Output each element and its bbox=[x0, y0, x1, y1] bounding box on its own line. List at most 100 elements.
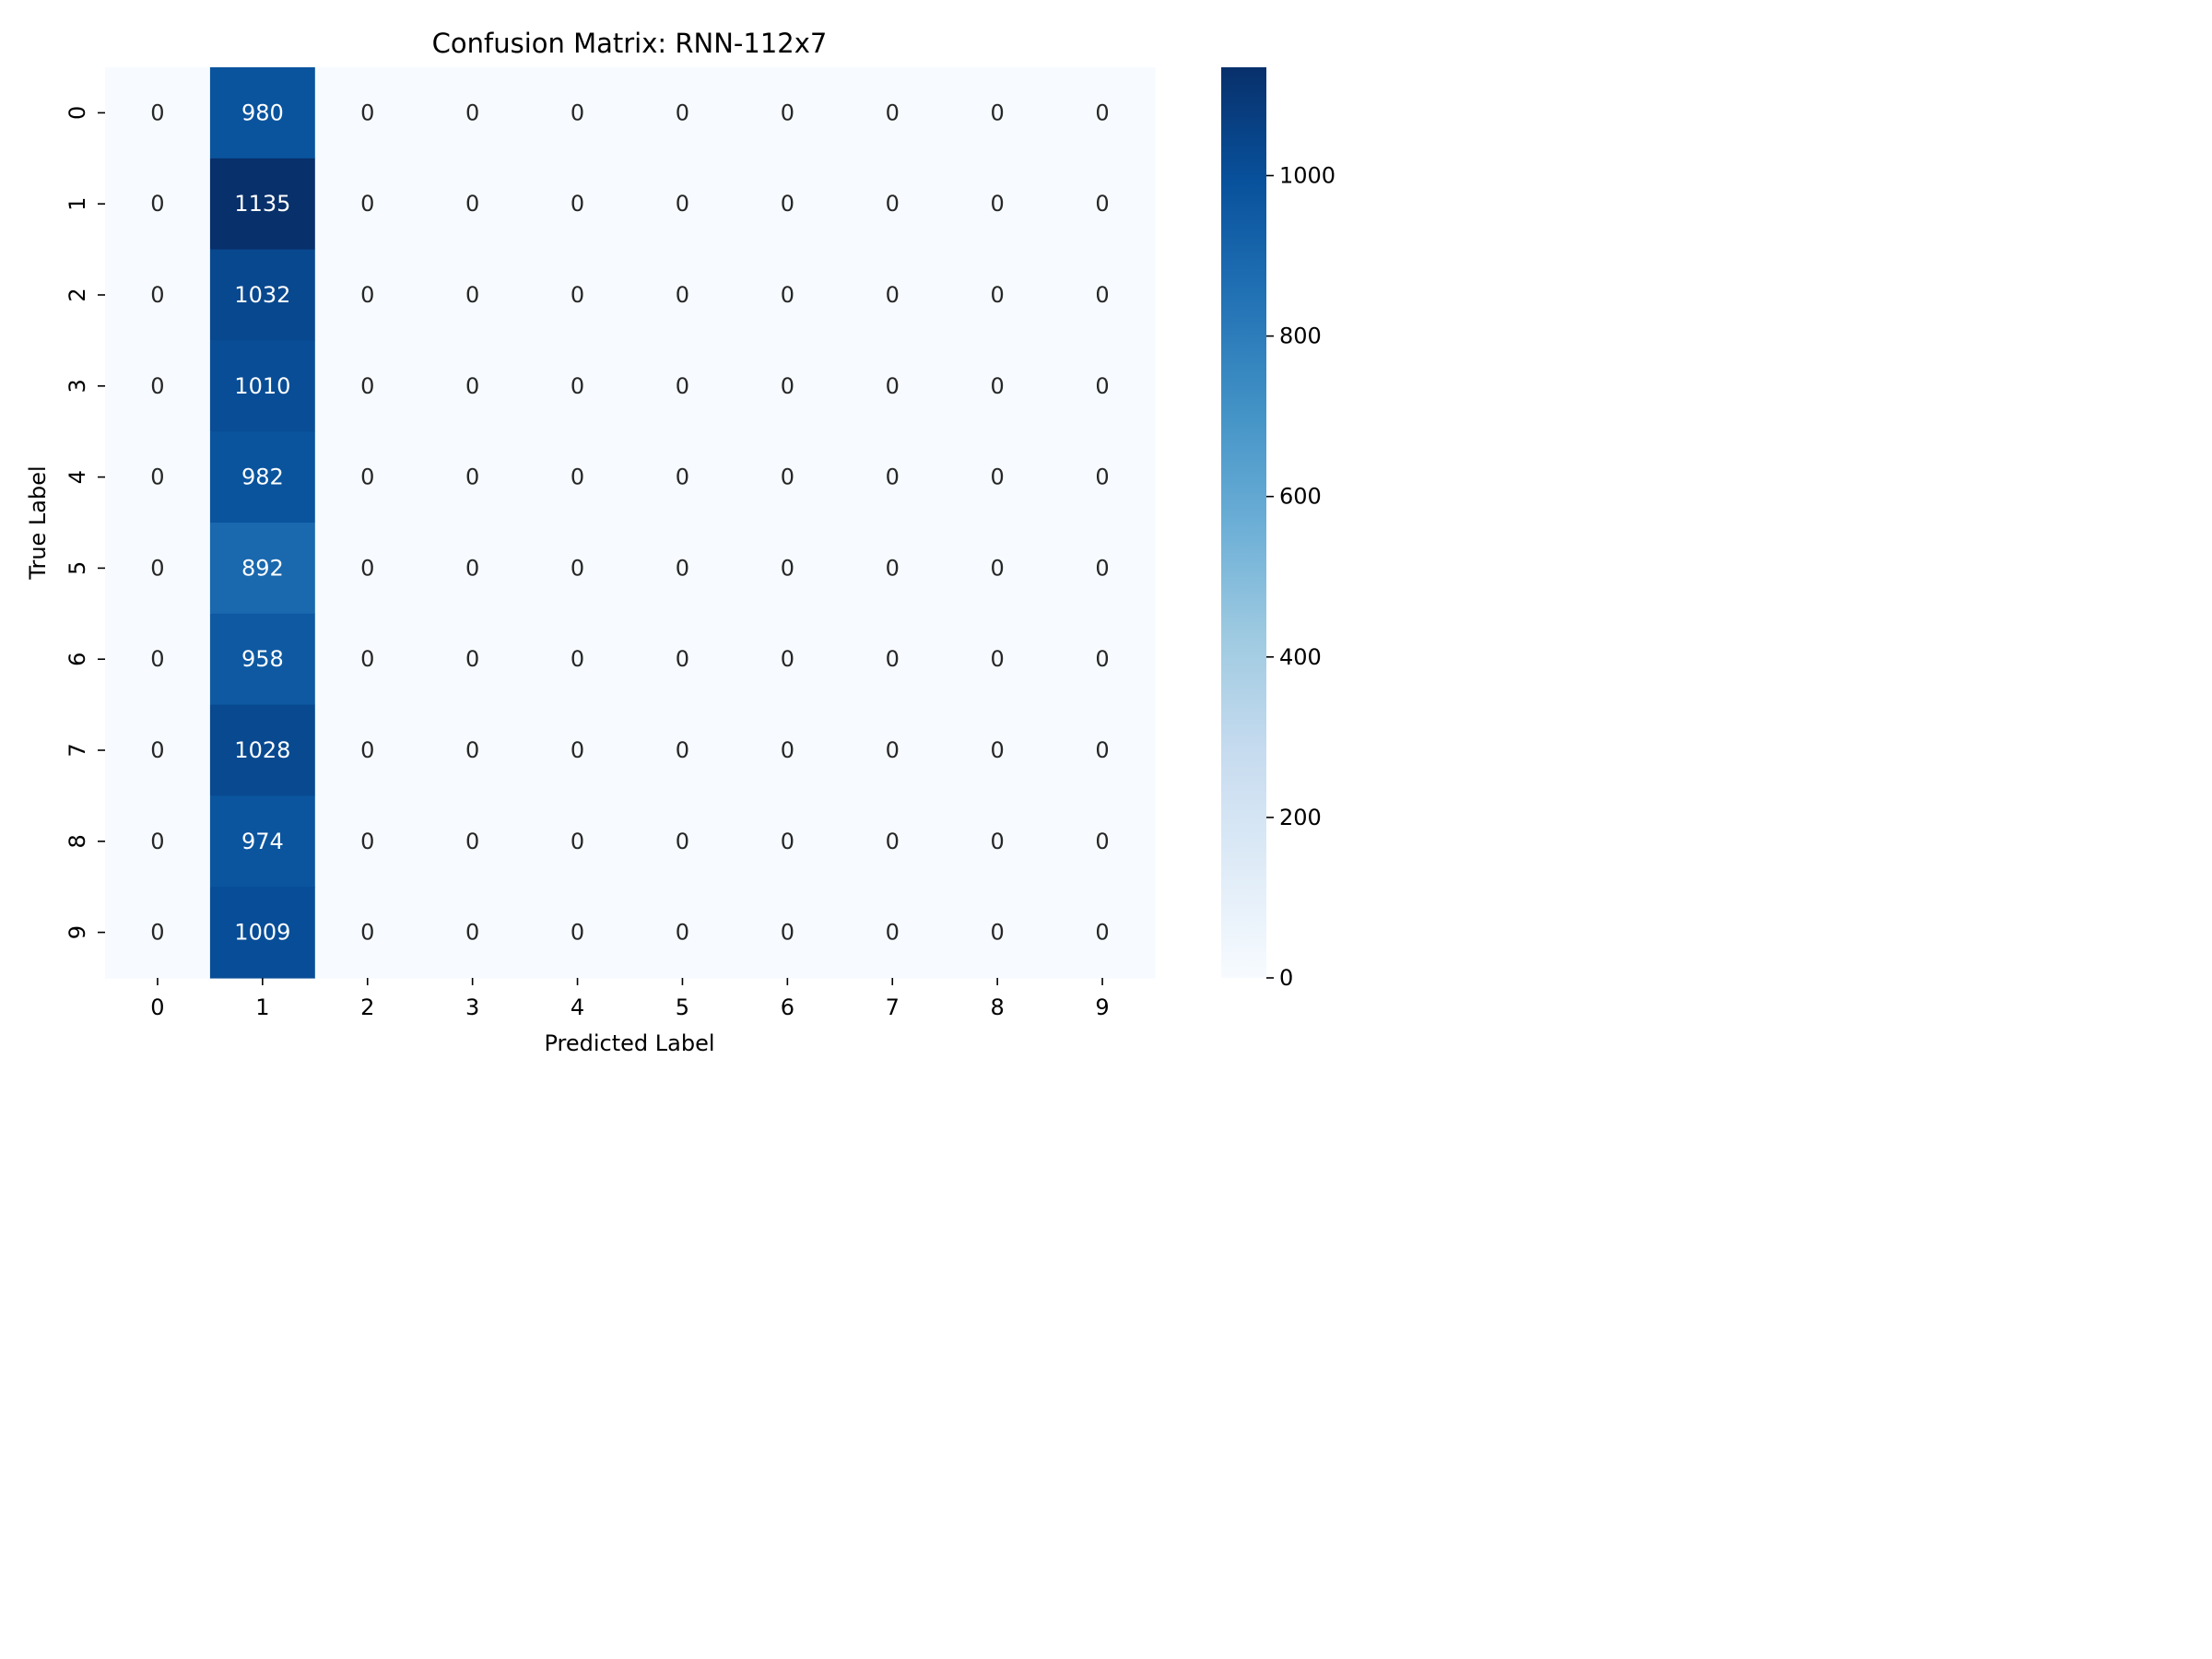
cell-value-label: 0 bbox=[360, 191, 374, 217]
x-axis-label: Predicted Label bbox=[544, 1030, 714, 1056]
cell-value-label: 0 bbox=[781, 100, 794, 125]
cell-value-label: 0 bbox=[465, 100, 479, 125]
cell-value-label: 0 bbox=[991, 373, 1005, 399]
heatmap-cell bbox=[1050, 704, 1156, 796]
heatmap-cell bbox=[524, 887, 631, 979]
cell-value-label: 0 bbox=[1095, 191, 1109, 217]
heatmap-cell bbox=[524, 67, 631, 159]
heatmap-cell bbox=[209, 67, 316, 159]
heatmap-cell bbox=[735, 158, 841, 251]
heatmap-cell bbox=[840, 704, 946, 796]
cell-value-label: 0 bbox=[465, 646, 479, 672]
x-tick-label: 2 bbox=[360, 994, 374, 1020]
cell-value-label: 0 bbox=[991, 465, 1005, 490]
cell-value-label: 0 bbox=[360, 282, 374, 308]
cell-value-label: 0 bbox=[150, 282, 164, 308]
heatmap-cell bbox=[209, 795, 316, 888]
cell-value-label: 0 bbox=[1095, 829, 1109, 854]
heatmap-cell-labels: 0 980 0 0 0 0 0 0 0 0 0 1135 0 0 0 0 0 0 0 0 0 1032 0 0 0 0 0 0 0 0 0 1… bbox=[150, 100, 1109, 945]
heatmap-cell bbox=[840, 158, 946, 251]
cell-value-label: 980 bbox=[241, 100, 284, 125]
heatmap-cell bbox=[314, 158, 421, 251]
cell-value-label: 0 bbox=[465, 829, 479, 854]
cell-value-label: 0 bbox=[150, 646, 164, 672]
y-tick-label: 9 bbox=[65, 925, 90, 939]
cell-value-label: 0 bbox=[360, 555, 374, 581]
colorbar-tick-label: 0 bbox=[1279, 965, 1293, 991]
heatmap-cell bbox=[945, 431, 1051, 524]
cell-value-label: 0 bbox=[150, 920, 164, 946]
heatmap-cell bbox=[629, 795, 735, 888]
cell-value-label: 0 bbox=[886, 829, 900, 854]
heatmap-cell bbox=[105, 523, 211, 615]
cell-value-label: 0 bbox=[571, 920, 584, 946]
heatmap-cell bbox=[735, 67, 841, 159]
heatmap-cell bbox=[524, 613, 631, 706]
cell-value-label: 0 bbox=[1095, 465, 1109, 490]
heatmap-cell bbox=[735, 704, 841, 796]
x-tick-label: 3 bbox=[465, 994, 479, 1020]
cell-value-label: 0 bbox=[991, 100, 1005, 125]
colorbar-ticks: 0 200 400 600 800 1000 bbox=[1266, 163, 1335, 991]
colorbar-tick-label: 600 bbox=[1279, 484, 1322, 510]
heatmap-cell bbox=[629, 431, 735, 524]
heatmap-cell bbox=[840, 340, 946, 432]
cell-value-label: 0 bbox=[676, 282, 689, 308]
heatmap-cell bbox=[105, 613, 211, 706]
cell-value-label: 0 bbox=[1095, 737, 1109, 763]
cell-value-label: 0 bbox=[886, 373, 900, 399]
colorbar-tick-label: 1000 bbox=[1279, 163, 1335, 189]
heatmap-cell bbox=[419, 613, 526, 706]
cell-value-label: 0 bbox=[1095, 373, 1109, 399]
heatmap-cell bbox=[629, 158, 735, 251]
cell-value-label: 0 bbox=[465, 191, 479, 217]
cell-value-label: 0 bbox=[676, 646, 689, 672]
heatmap-cell bbox=[735, 887, 841, 979]
heatmap-cell bbox=[314, 887, 421, 979]
cell-value-label: 0 bbox=[676, 920, 689, 946]
heatmap-cell bbox=[524, 795, 631, 888]
heatmap-cell bbox=[1050, 340, 1156, 432]
cell-value-label: 0 bbox=[571, 191, 584, 217]
heatmap-cells bbox=[105, 67, 1156, 979]
heatmap-cell bbox=[209, 704, 316, 796]
heatmap-cell bbox=[314, 613, 421, 706]
heatmap-cell bbox=[629, 523, 735, 615]
heatmap-cell bbox=[735, 340, 841, 432]
heatmap-cell bbox=[105, 795, 211, 888]
heatmap-cell bbox=[735, 523, 841, 615]
x-tick-label: 9 bbox=[1095, 994, 1109, 1020]
cell-value-label: 0 bbox=[991, 646, 1005, 672]
cell-value-label: 1010 bbox=[234, 373, 290, 399]
heatmap-cell bbox=[314, 431, 421, 524]
x-tick-label: 1 bbox=[255, 994, 269, 1020]
heatmap-cell bbox=[735, 249, 841, 341]
cell-value-label: 0 bbox=[991, 829, 1005, 854]
cell-value-label: 0 bbox=[886, 646, 900, 672]
heatmap-cell bbox=[1050, 249, 1156, 341]
cell-value-label: 0 bbox=[360, 829, 374, 854]
heatmap-cell bbox=[105, 431, 211, 524]
heatmap-cell bbox=[314, 523, 421, 615]
heatmap-cell bbox=[209, 887, 316, 979]
heatmap-cell bbox=[209, 613, 316, 706]
cell-value-label: 0 bbox=[360, 100, 374, 125]
y-tick-label: 2 bbox=[65, 288, 90, 301]
cell-value-label: 0 bbox=[781, 829, 794, 854]
heatmap-cell bbox=[524, 523, 631, 615]
heatmap-cell bbox=[840, 523, 946, 615]
colorbar-tick-label: 800 bbox=[1279, 324, 1322, 349]
heatmap-cell bbox=[1050, 795, 1156, 888]
cell-value-label: 0 bbox=[360, 373, 374, 399]
y-tick-label: 3 bbox=[65, 379, 90, 393]
cell-value-label: 0 bbox=[781, 737, 794, 763]
cell-value-label: 0 bbox=[150, 555, 164, 581]
x-tick-label: 0 bbox=[150, 994, 164, 1020]
colorbar-tick-label: 400 bbox=[1279, 644, 1322, 670]
heatmap-cell bbox=[1050, 158, 1156, 251]
cell-value-label: 0 bbox=[571, 737, 584, 763]
cell-value-label: 0 bbox=[465, 465, 479, 490]
cell-value-label: 0 bbox=[1095, 920, 1109, 946]
cell-value-label: 0 bbox=[991, 920, 1005, 946]
heatmap-cell bbox=[314, 704, 421, 796]
